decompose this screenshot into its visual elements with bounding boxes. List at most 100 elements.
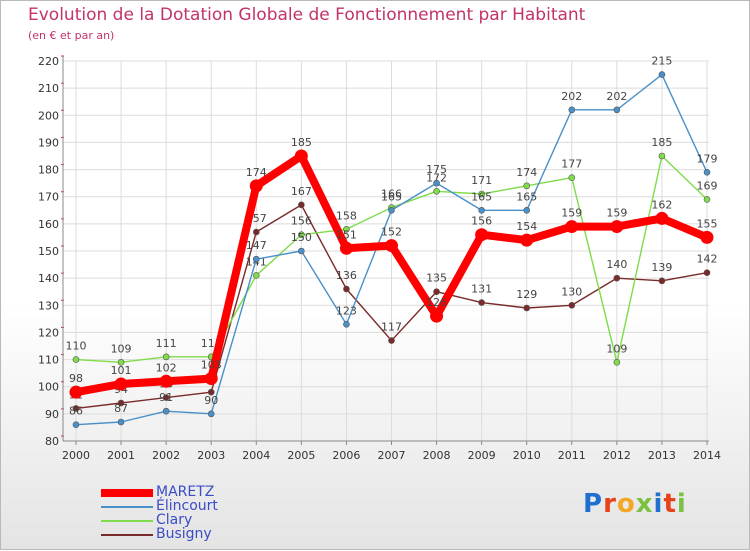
data-point	[72, 405, 80, 412]
data-label: 159	[606, 207, 627, 220]
data-point	[117, 399, 125, 407]
data-point	[610, 220, 624, 234]
data-point	[568, 301, 576, 309]
data-label: 101	[111, 364, 132, 377]
legend-swatch	[101, 489, 153, 497]
data-point	[385, 239, 398, 253]
data-point	[162, 407, 170, 415]
data-label: 110	[66, 340, 87, 353]
data-point	[343, 225, 350, 233]
x-tick-label: 2009	[468, 449, 496, 462]
data-label: 202	[561, 90, 582, 103]
data-point	[162, 394, 170, 401]
data-point	[568, 106, 576, 114]
data-label: 174	[246, 166, 267, 179]
data-label: 169	[697, 179, 718, 192]
y-tick-label: 180	[38, 164, 59, 177]
data-point	[252, 255, 260, 263]
data-label: 179	[697, 152, 718, 165]
data-label: 90	[204, 394, 218, 407]
data-point	[298, 201, 305, 209]
legend-label: Élincourt	[156, 498, 218, 514]
legend-swatch	[101, 506, 153, 508]
data-point	[430, 309, 444, 323]
data-label: 135	[426, 272, 447, 285]
data-label: 103	[201, 359, 222, 372]
data-point	[613, 274, 621, 282]
data-label: 117	[381, 321, 402, 334]
y-tick-label: 210	[38, 82, 59, 95]
x-tick-label: 2005	[287, 449, 315, 462]
data-label: 156	[291, 215, 312, 228]
data-point	[478, 190, 485, 198]
data-point	[339, 241, 353, 255]
data-point	[343, 285, 350, 293]
data-label: 174	[516, 166, 537, 179]
data-label: 185	[651, 136, 672, 149]
data-point	[520, 233, 534, 247]
data-label: 162	[651, 198, 672, 211]
data-point	[565, 220, 579, 234]
y-tick-label: 150	[38, 245, 59, 258]
data-point	[388, 337, 395, 344]
logo-letter: x	[635, 489, 654, 519]
data-point	[159, 374, 173, 388]
data-label: 126	[426, 296, 447, 309]
data-point	[655, 211, 669, 225]
data-label: 102	[156, 361, 177, 374]
data-point	[523, 304, 531, 312]
data-label: 109	[606, 342, 627, 355]
logo-letter: r	[603, 489, 617, 519]
logo-letter: P	[583, 489, 604, 519]
data-label: 109	[111, 342, 132, 355]
data-label: 154	[516, 220, 537, 233]
data-point	[343, 320, 350, 328]
data-label: 166	[381, 188, 402, 201]
data-label: 130	[561, 285, 582, 298]
x-tick-label: 2008	[423, 449, 451, 462]
data-label: 140	[606, 258, 627, 271]
data-label: 165	[381, 190, 402, 203]
proxiti-logo: Proxiti	[583, 489, 687, 519]
data-point	[252, 228, 260, 236]
x-tick-label: 2006	[332, 449, 360, 462]
chart-title: Evolution de la Dotation Globale de Fonc…	[28, 5, 586, 25]
data-point	[433, 187, 440, 195]
x-tick-label: 2014	[693, 449, 721, 462]
y-tick-label: 120	[38, 326, 59, 339]
data-point	[475, 228, 489, 242]
data-point	[613, 106, 621, 114]
data-point	[703, 269, 711, 277]
y-tick-label: 160	[38, 218, 59, 231]
x-tick-label: 2007	[378, 449, 406, 462]
y-tick-label: 220	[38, 55, 59, 68]
data-point	[207, 410, 215, 418]
data-point	[114, 377, 128, 391]
data-point	[568, 174, 576, 182]
data-label: 87	[114, 402, 128, 415]
data-label: 177	[561, 158, 582, 171]
x-tick-label: 2013	[648, 449, 676, 462]
data-label: 152	[381, 226, 402, 239]
data-label: 150	[291, 231, 312, 244]
data-label: 156	[471, 215, 492, 228]
y-tick-label: 190	[38, 136, 59, 149]
data-point	[162, 353, 170, 361]
legend-swatch	[101, 520, 153, 522]
data-label: 142	[697, 253, 718, 266]
data-point	[204, 372, 218, 386]
y-tick-label: 90	[45, 408, 59, 421]
x-tick-label: 2011	[558, 449, 586, 462]
data-point	[523, 206, 531, 214]
data-label: 129	[516, 288, 537, 301]
logo-letter: t	[663, 489, 677, 519]
x-tick-label: 2010	[513, 449, 541, 462]
data-point	[294, 149, 308, 163]
data-point	[433, 179, 440, 187]
data-label: 185	[291, 136, 312, 149]
legend-swatch	[101, 534, 153, 536]
logo-letter: o	[616, 489, 636, 519]
data-label: 165	[516, 190, 537, 203]
data-point	[703, 196, 711, 203]
data-label: 111	[156, 337, 177, 350]
